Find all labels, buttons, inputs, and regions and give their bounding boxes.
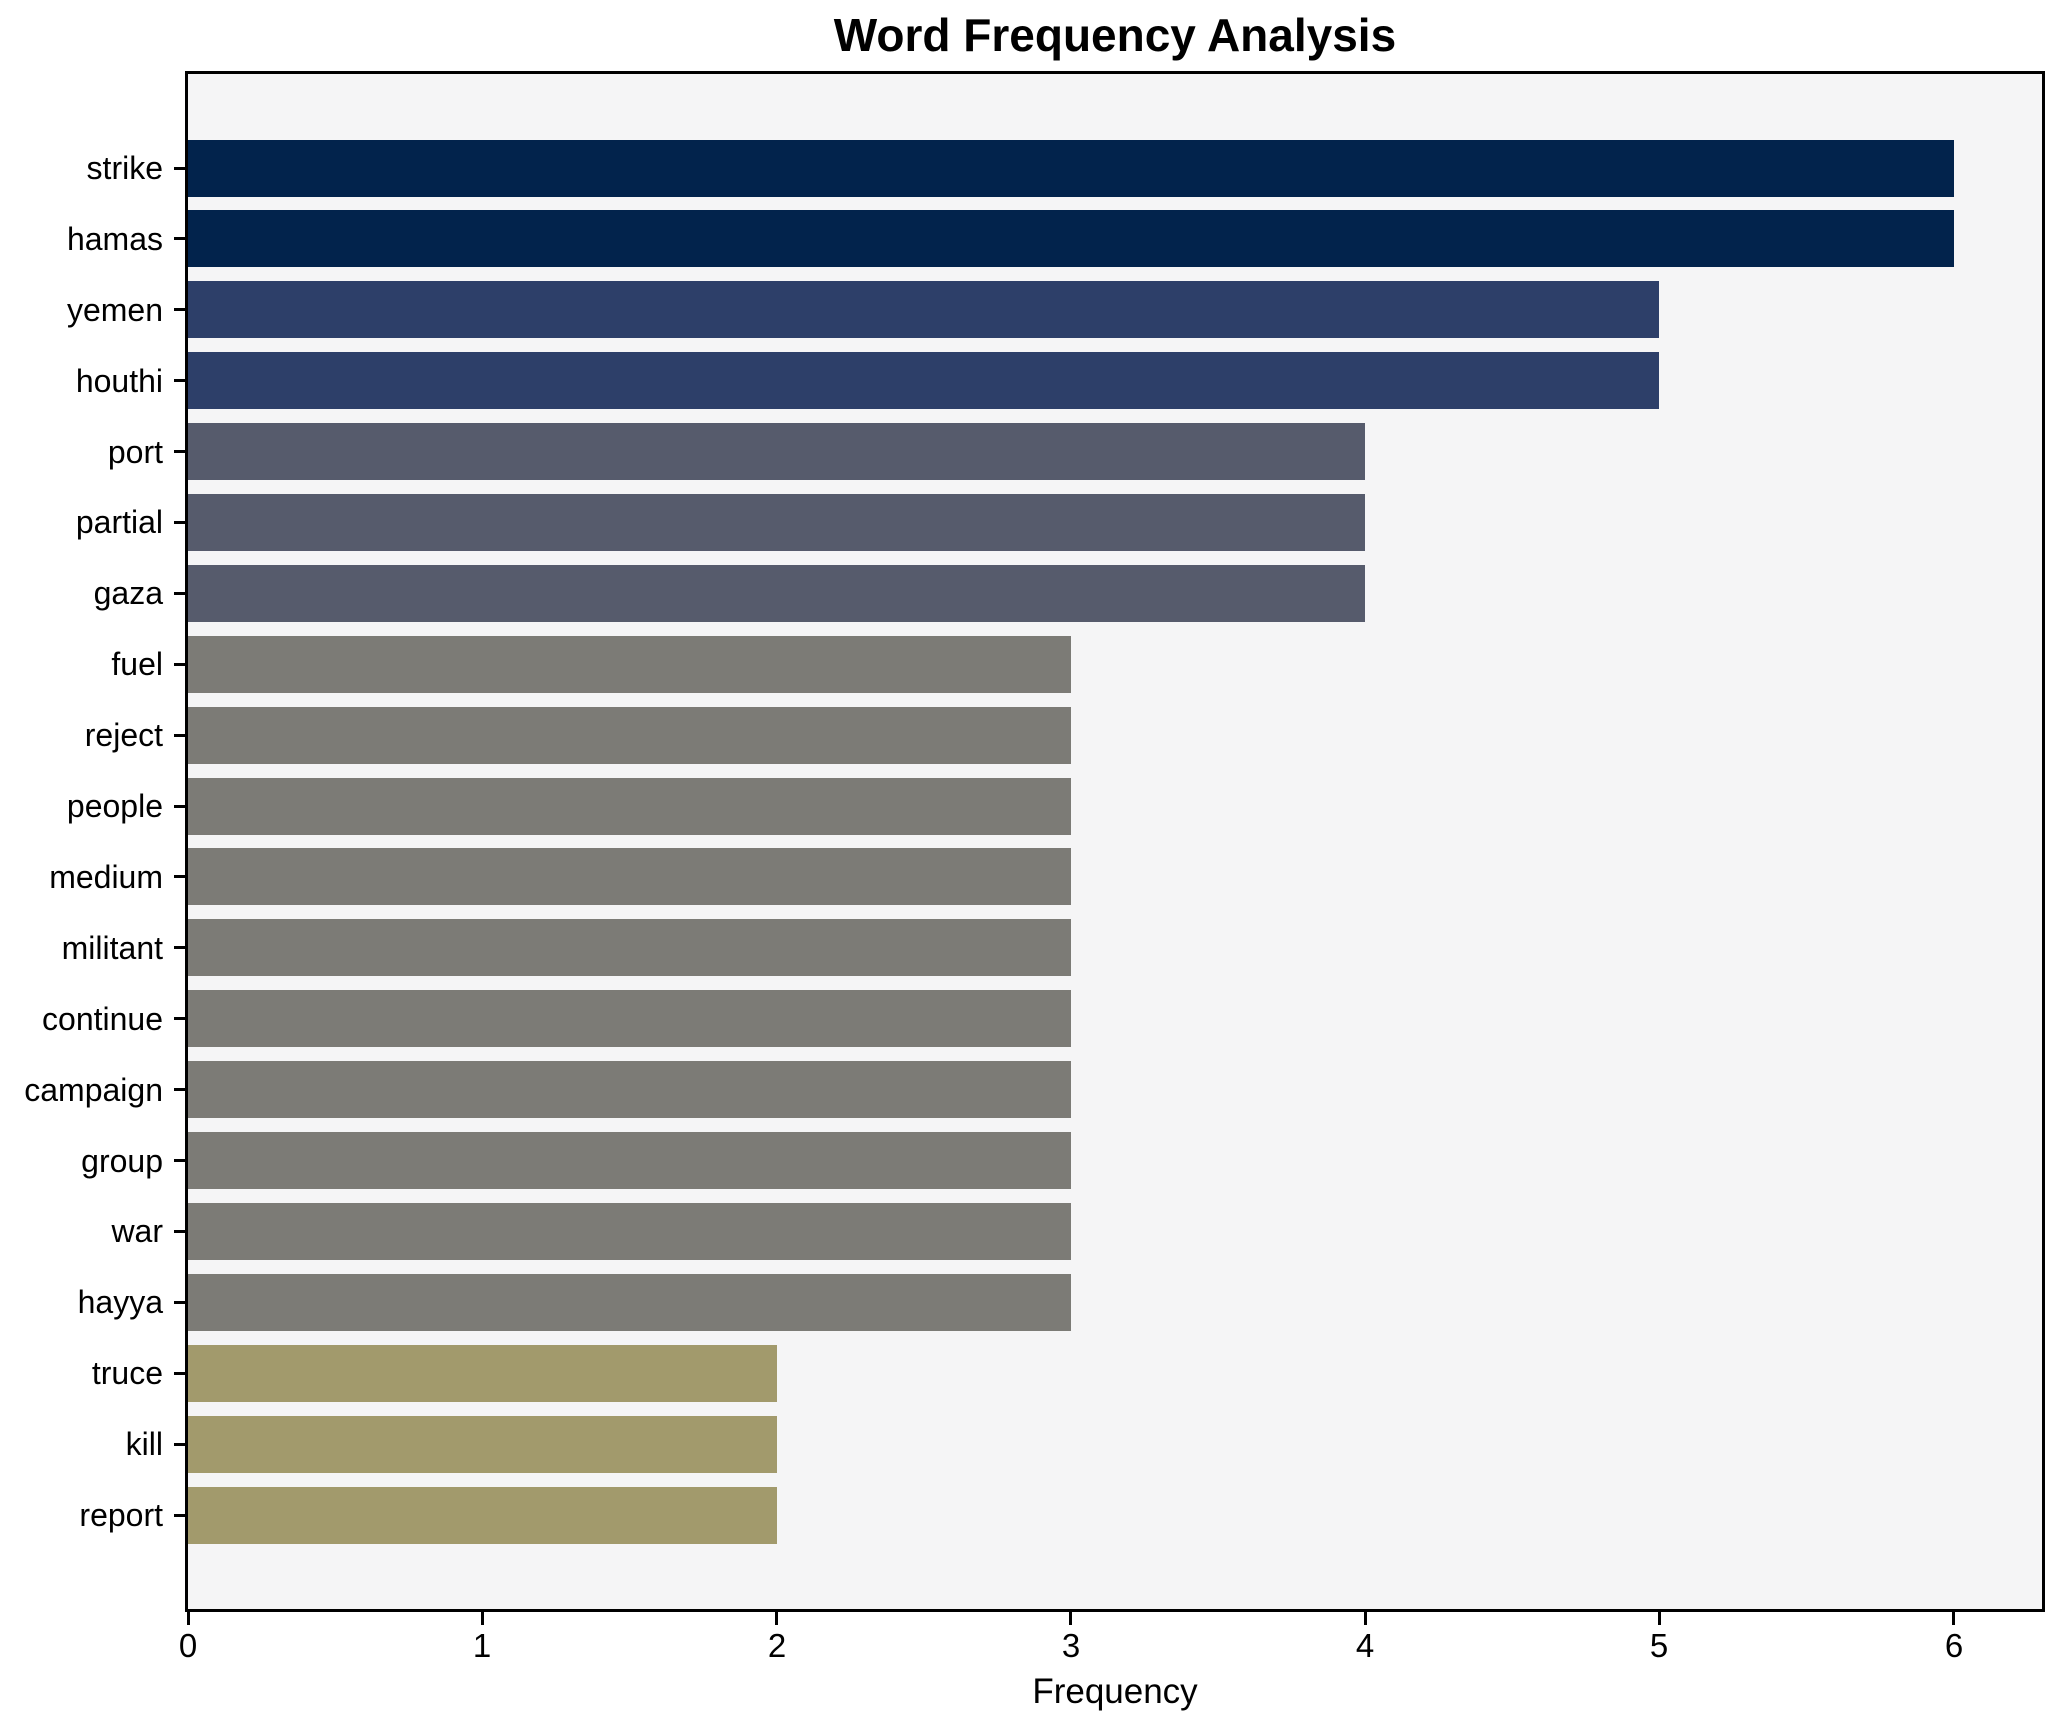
y-tick-mark [174,875,185,878]
bar-yemen [188,281,1659,338]
bar-report [188,1487,777,1544]
y-tick-label-report: report [79,1497,163,1533]
x-tick-label-6: 6 [1944,1627,1964,1664]
y-tick-label-port: port [107,434,163,470]
bar-hayya [188,1274,1071,1331]
bar-truce [188,1345,777,1402]
y-tick-mark [174,167,185,170]
y-tick-label-yemen: yemen [66,292,163,328]
x-axis-label: Frequency [1032,1672,1198,1711]
bar-continue [188,990,1071,1047]
x-tick-mark [1069,1612,1072,1625]
y-tick-label-reject: reject [84,717,163,753]
y-tick-mark [174,1301,185,1304]
y-tick-label-kill: kill [125,1426,163,1462]
y-tick-mark [174,592,185,595]
bar-militant [188,919,1071,976]
x-tick-mark [187,1612,190,1625]
x-tick-label-4: 4 [1355,1627,1375,1664]
y-tick-label-campaign: campaign [24,1072,163,1108]
bar-fuel [188,636,1071,693]
bar-war [188,1203,1071,1260]
y-tick-mark [174,308,185,311]
y-tick-mark [174,379,185,382]
y-tick-label-strike: strike [86,150,163,186]
x-tick-label-3: 3 [1061,1627,1081,1664]
y-tick-label-militant: militant [61,930,163,966]
y-tick-mark [174,521,185,524]
y-tick-mark [174,734,185,737]
bar-group [188,1132,1071,1189]
y-tick-label-houthi: houthi [75,363,163,399]
y-tick-label-fuel: fuel [111,646,163,682]
y-tick-mark [174,1159,185,1162]
x-tick-label-5: 5 [1649,1627,1669,1664]
y-tick-label-people: people [66,788,163,824]
y-tick-mark [174,1514,185,1517]
y-tick-label-truce: truce [91,1355,163,1391]
y-tick-label-medium: medium [49,859,163,895]
y-tick-mark [174,1088,185,1091]
y-tick-label-war: war [111,1213,163,1249]
y-tick-label-continue: continue [42,1001,163,1037]
bar-campaign [188,1061,1071,1118]
x-tick-label-2: 2 [767,1627,787,1664]
bar-partial [188,494,1365,551]
bar-houthi [188,352,1659,409]
y-tick-mark [174,946,185,949]
bar-hamas [188,210,1954,267]
y-tick-mark [174,1443,185,1446]
x-tick-mark [1658,1612,1661,1625]
y-tick-label-group: group [81,1143,163,1179]
x-tick-mark [1952,1612,1955,1625]
x-tick-label-1: 1 [472,1627,492,1664]
y-tick-mark [174,1230,185,1233]
y-tick-label-gaza: gaza [93,575,163,611]
plot-area [185,71,2045,1612]
y-tick-mark [174,1372,185,1375]
x-tick-mark [775,1612,778,1625]
y-tick-label-partial: partial [75,504,163,540]
bar-reject [188,707,1071,764]
y-tick-label-hamas: hamas [66,221,163,257]
y-tick-mark [174,450,185,453]
bar-medium [188,848,1071,905]
y-tick-label-hayya: hayya [77,1284,163,1320]
x-tick-mark [481,1612,484,1625]
bar-kill [188,1416,777,1473]
chart-title: Word Frequency Analysis [833,9,1397,61]
y-tick-mark [174,1017,185,1020]
y-tick-mark [174,805,185,808]
bar-people [188,778,1071,835]
bar-gaza [188,565,1365,622]
bar-strike [188,140,1954,197]
y-tick-mark [174,663,185,666]
y-tick-mark [174,237,185,240]
x-tick-label-0: 0 [178,1627,198,1664]
x-tick-mark [1364,1612,1367,1625]
bar-port [188,423,1365,480]
